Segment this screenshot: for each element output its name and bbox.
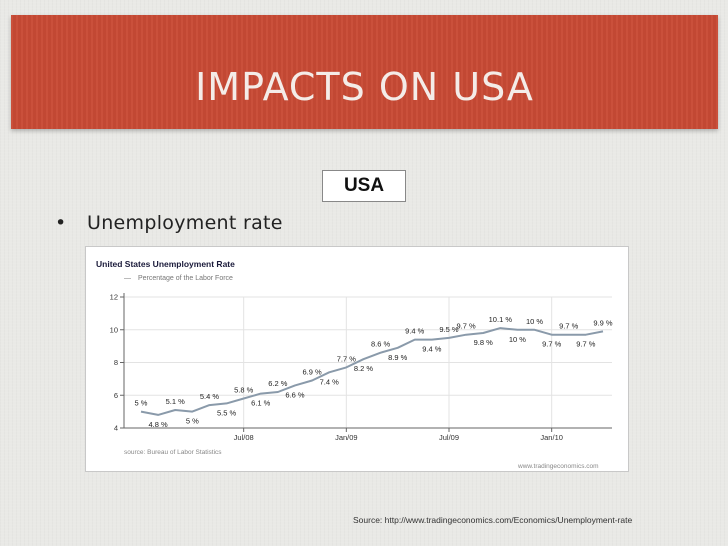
- data-label: 7.4 %: [320, 377, 340, 386]
- x-tick-label: Jan/10: [540, 433, 563, 442]
- data-label: 9.7 %: [576, 340, 596, 349]
- y-tick-label: 12: [110, 293, 118, 302]
- data-label: 9.8 %: [474, 338, 494, 347]
- y-tick-label: 8: [114, 358, 118, 367]
- y-tick-label: 6: [114, 391, 118, 400]
- data-label: 6.2 %: [268, 379, 288, 388]
- data-label: 10 %: [526, 317, 543, 326]
- data-label: 9.7 %: [559, 322, 579, 331]
- data-label: 4.8 %: [149, 420, 169, 429]
- chart-legend: — Percentage of the Labor Force: [124, 275, 233, 282]
- data-label: 6.9 %: [303, 368, 323, 377]
- x-tick-label: Jul/09: [439, 433, 459, 442]
- data-label: 5 %: [135, 399, 148, 408]
- chart-svg: United States Unemployment Rate — Percen…: [96, 259, 613, 470]
- data-label: 5 %: [186, 417, 199, 426]
- slide-source-note: Source: http://www.tradingeconomics.com/…: [353, 515, 633, 525]
- y-tick-label: 4: [114, 424, 118, 433]
- data-label: 7.7 %: [337, 354, 357, 363]
- legend-marker: —: [124, 275, 131, 282]
- chart-source-text: source: Bureau of Labor Statistics: [124, 449, 222, 456]
- data-label: 10 %: [509, 335, 526, 344]
- x-tick-label: Jul/08: [234, 433, 254, 442]
- chart-series: [140, 327, 604, 416]
- data-label: 9.4 %: [405, 327, 425, 336]
- data-label: 9.7 %: [457, 322, 477, 331]
- chart-title: United States Unemployment Rate: [96, 259, 235, 269]
- data-label: 9.4 %: [422, 345, 442, 354]
- data-label: 6.6 %: [285, 390, 305, 399]
- unemployment-line: [140, 327, 604, 416]
- unemployment-chart: United States Unemployment Rate — Percen…: [85, 246, 629, 472]
- bullet-item: • Unemployment rate: [55, 212, 283, 234]
- slide-title: IMPACTS ON USA: [195, 65, 534, 109]
- data-label: 5.5 %: [217, 408, 237, 417]
- data-label: 10.1 %: [489, 315, 513, 324]
- chart-data-labels: 5 % 4.8 % 5.1 % 5 % 5.4 % 5.5 % 5.8 % 6.1 % 6.2 …: [135, 315, 613, 429]
- data-label: 9.7 %: [542, 340, 562, 349]
- bullet-dot: •: [55, 212, 67, 234]
- data-label: 8.2 %: [354, 364, 374, 373]
- legend-label: Percentage of the Labor Force: [138, 275, 233, 282]
- data-label: 6.1 %: [251, 399, 271, 408]
- data-label: 5.1 %: [166, 397, 186, 406]
- usa-label-box: USA: [322, 170, 406, 202]
- data-label: 9.5 %: [439, 325, 459, 334]
- data-label: 5.8 %: [234, 386, 254, 395]
- chart-axes: 4 6 8 10 12 Jul/08 Jan/09 Jul/09 Jan/10: [110, 293, 612, 442]
- data-label: 8.6 %: [371, 340, 391, 349]
- x-tick-label: Jan/09: [335, 433, 358, 442]
- data-label: 9.9 %: [593, 318, 613, 327]
- data-label: 8.9 %: [388, 353, 408, 362]
- data-label: 5.4 %: [200, 392, 220, 401]
- bullet-text: Unemployment rate: [87, 212, 283, 234]
- chart-watermark: www.tradingeconomics.com: [517, 463, 599, 470]
- y-tick-label: 10: [110, 325, 118, 334]
- title-band: IMPACTS ON USA: [11, 15, 718, 129]
